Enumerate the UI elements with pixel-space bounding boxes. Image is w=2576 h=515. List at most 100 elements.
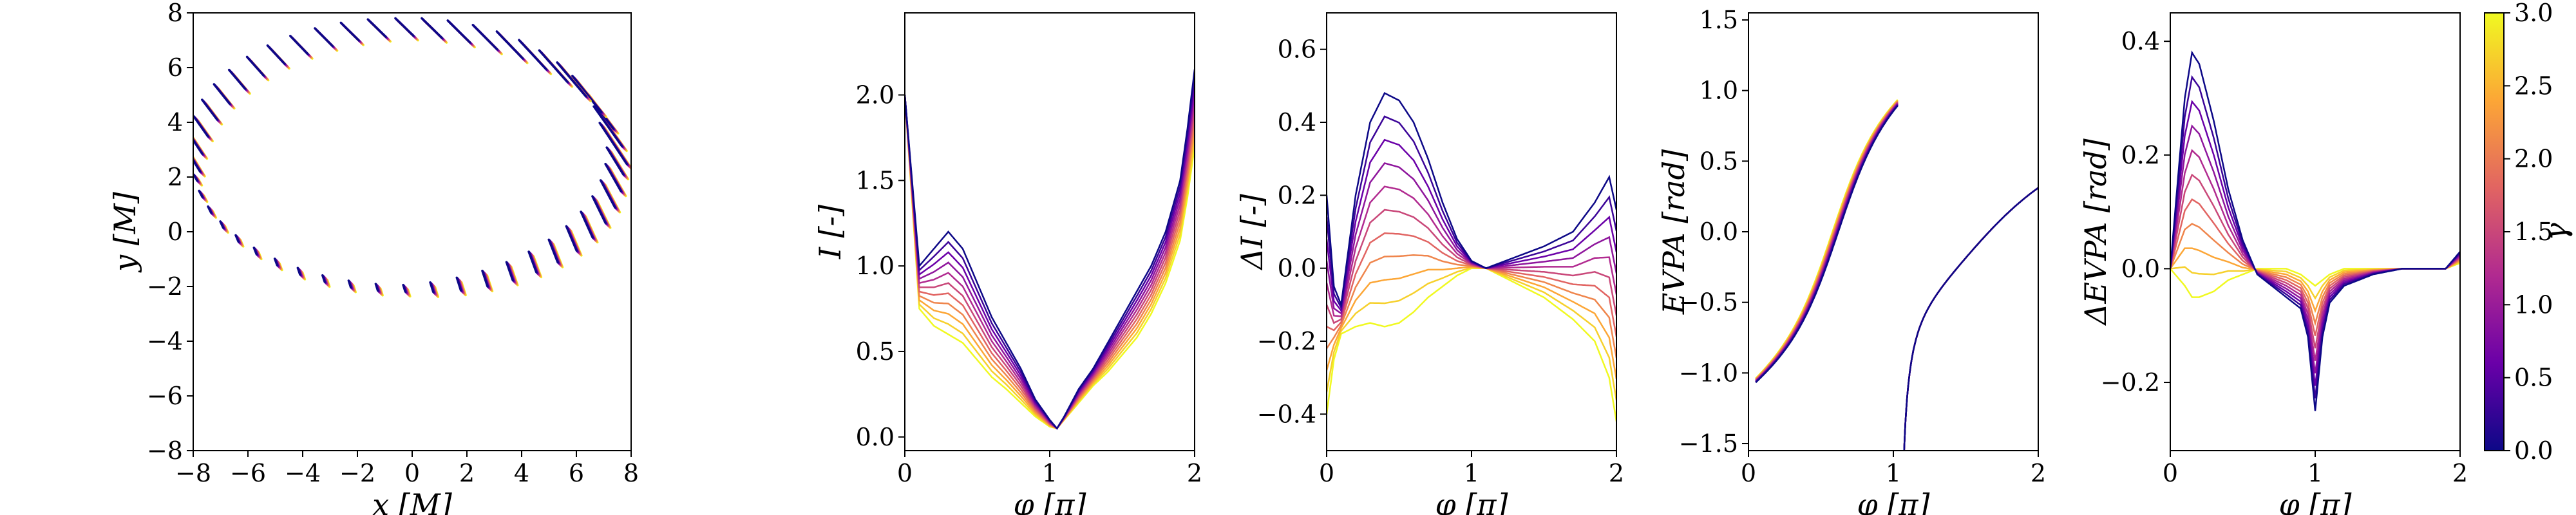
y-tick-label: 0.0	[1278, 254, 1316, 283]
x-tick-label: −4	[285, 459, 321, 487]
colorbar-tick-label: 0.5	[2514, 364, 2553, 392]
y-tick-label: −0.2	[2101, 368, 2160, 397]
y-tick-label: 0.2	[2121, 141, 2160, 169]
y-tick-label: −2	[147, 272, 183, 301]
y-tick-label: 1.0	[856, 252, 895, 280]
y-tick-label: 0.5	[1700, 147, 1738, 175]
polarization-tick	[315, 28, 332, 46]
y-tick-label: 0.0	[1700, 218, 1738, 246]
polarization-tick	[341, 23, 358, 40]
series-line-gamma-2.7	[2170, 262, 2460, 299]
plot-area	[187, 18, 631, 297]
x-tick-label: 4	[514, 459, 529, 487]
y-tick-label: 0.0	[2121, 254, 2160, 283]
series-line-gamma-0.3	[1327, 117, 1616, 308]
x-tick-label: 0	[1319, 459, 1334, 487]
polarization-tick	[214, 84, 229, 104]
polarization-tick	[229, 70, 245, 89]
colorbar-tick-label: 0.0	[2514, 436, 2553, 465]
x-axis-label: φ [π]	[1857, 487, 1930, 515]
y-tick-label: 4	[167, 108, 183, 136]
y-tick-label: 0	[167, 218, 183, 246]
x-tick-label: 0	[897, 459, 913, 487]
y-tick-label: 0.6	[1278, 35, 1316, 64]
y-axis-label: ΔEVPA [rad]	[2078, 138, 2113, 326]
evpa-panel: 0 1 2−1.5−1.0−0.50.00.51.01.5φ [π]EVPA [ra…	[1656, 6, 2046, 515]
y-tick-label: −1.5	[1679, 429, 1738, 458]
x-tick-label: 1	[1464, 459, 1479, 487]
colorbar-tick-label: 2.5	[2514, 71, 2553, 100]
polarization-tick	[592, 196, 605, 223]
y-tick-label: 2	[167, 163, 183, 191]
x-axis-label: φ [π]	[1014, 487, 1086, 515]
plot-area	[905, 70, 1195, 429]
x-tick-label: 2	[2452, 459, 2468, 487]
y-axis-label: y [M]	[108, 192, 142, 273]
polarization-tick	[594, 106, 621, 145]
evpa-branch-1-gamma-1.8	[1756, 102, 1898, 380]
y-tick-label: 2.0	[856, 81, 895, 109]
trajectory-panel: −8 −6 −4 −2 0 2 4 6 8 −8 −6 −4 −2 0 2 4 6 8 x [M] y [M]	[108, 0, 639, 515]
polarization-tick	[557, 62, 585, 96]
x-axis-label: x [M]	[372, 487, 452, 515]
evpa-branch-1-gamma-1.2	[1756, 103, 1898, 380]
x-tick-label: 2	[459, 459, 475, 487]
evpa-branch-2-gamma-2.1	[1899, 188, 2038, 515]
y-tick-label: 6	[167, 53, 183, 82]
y-tick-label: −8	[147, 436, 183, 465]
y-tick-label: 8	[167, 0, 183, 27]
evpa-branch-2-gamma-0.9	[1899, 188, 2038, 515]
x-tick-label: 2	[2031, 459, 2046, 487]
series-line-gamma-0.6	[905, 85, 1195, 429]
series-line-gamma-2.4	[2170, 248, 2460, 311]
polarization-tick	[247, 57, 263, 75]
polarization-tick	[581, 212, 592, 238]
series-line-gamma-2.1	[2170, 224, 2460, 324]
evpa-branch-2-gamma-0.0	[1899, 188, 2038, 515]
x-axis-label: φ [π]	[1435, 487, 1508, 515]
series-line-gamma-0.3	[2170, 77, 2460, 398]
polarization-tick	[189, 133, 202, 154]
x-tick-label: 2	[1187, 459, 1202, 487]
x-tick-label: 0	[1741, 459, 1756, 487]
axes-frame	[1748, 13, 2038, 451]
polarization-tick	[573, 76, 601, 112]
series-line-gamma-2.1	[1327, 255, 1616, 358]
colorbar-gradient	[2485, 13, 2504, 451]
evpa-branch-1-gamma-0.3	[1756, 105, 1898, 382]
evpa-branch-1-gamma-2.7	[1756, 100, 1898, 379]
polarization-tick	[601, 180, 615, 207]
y-axis-label: EVPA [rad]	[1656, 149, 1691, 315]
series-line-gamma-1.2	[1327, 187, 1616, 317]
evpa-branch-2-gamma-1.8	[1899, 188, 2038, 515]
y-tick-label: 0.0	[856, 423, 895, 451]
plot-area	[2170, 53, 2460, 411]
evpa-branch-1-gamma-3.0	[1756, 100, 1898, 379]
x-tick-label: 2	[1609, 459, 1624, 487]
y-tick-label: 1.5	[1700, 6, 1738, 34]
series-line-gamma-1.8	[2170, 200, 2460, 336]
series-line-gamma-0.6	[2170, 102, 2460, 386]
polarization-tick	[448, 21, 469, 42]
evpa-branch-1-gamma-2.1	[1756, 102, 1898, 380]
polarization-tick	[194, 174, 197, 180]
evpa-branch-1-gamma-0.6	[1756, 104, 1898, 382]
y-tick-label: 1.5	[856, 166, 895, 194]
y-tick-label: 0.2	[1278, 181, 1316, 209]
polarization-tick	[290, 36, 308, 54]
series-line-gamma-0.9	[2170, 126, 2460, 373]
x-tick-label: −2	[339, 459, 375, 487]
y-tick-label: −4	[147, 327, 183, 355]
y-tick-label: 0.4	[2121, 27, 2160, 55]
series-line-gamma-0.9	[905, 93, 1195, 429]
y-tick-label: −0.2	[1257, 327, 1316, 355]
y-tick-label: −6	[147, 382, 183, 410]
polarization-tick	[473, 25, 497, 50]
delta-intensity-panel: 0 1 2 −0.4 −0.2 0.0 0.2 0.4 0.6 φ [π] ΔI [-]	[1235, 13, 1624, 515]
x-tick-label: 1	[2307, 459, 2323, 487]
y-tick-label: 0.5	[856, 337, 895, 366]
x-tick-label: 6	[569, 459, 584, 487]
evpa-branch-1-gamma-1.5	[1756, 102, 1898, 380]
polarization-tick	[202, 100, 217, 120]
evpa-branch-2-gamma-3.0	[1899, 188, 2038, 515]
